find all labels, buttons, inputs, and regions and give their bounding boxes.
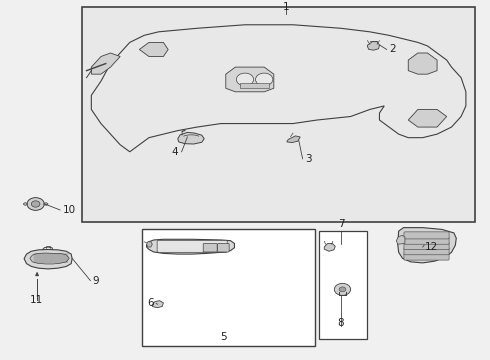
Text: 11: 11	[29, 295, 43, 305]
Bar	[142, 229, 315, 346]
Text: 3: 3	[305, 154, 312, 164]
FancyBboxPatch shape	[240, 83, 269, 88]
Polygon shape	[23, 203, 28, 206]
Polygon shape	[43, 203, 48, 206]
Circle shape	[334, 283, 351, 295]
Polygon shape	[226, 67, 274, 92]
Circle shape	[236, 73, 254, 86]
Polygon shape	[91, 53, 120, 74]
FancyBboxPatch shape	[404, 232, 449, 239]
Circle shape	[256, 73, 273, 86]
Polygon shape	[368, 42, 379, 50]
FancyBboxPatch shape	[157, 240, 227, 252]
Polygon shape	[24, 249, 72, 269]
FancyBboxPatch shape	[404, 248, 449, 255]
Text: 2: 2	[389, 45, 396, 54]
Text: 8: 8	[338, 318, 344, 328]
Text: 5: 5	[220, 332, 227, 342]
Polygon shape	[91, 25, 466, 152]
Polygon shape	[287, 136, 300, 143]
Polygon shape	[398, 228, 456, 263]
FancyBboxPatch shape	[404, 253, 449, 260]
Text: 4: 4	[171, 147, 178, 157]
Text: 6: 6	[147, 298, 154, 309]
Bar	[319, 231, 368, 339]
Circle shape	[27, 198, 44, 210]
Text: 12: 12	[425, 242, 439, 252]
FancyBboxPatch shape	[218, 243, 229, 252]
FancyBboxPatch shape	[404, 237, 449, 244]
Polygon shape	[139, 42, 168, 57]
Text: 9: 9	[93, 275, 99, 285]
Polygon shape	[147, 242, 152, 247]
Circle shape	[31, 201, 40, 207]
Polygon shape	[178, 132, 204, 144]
FancyBboxPatch shape	[404, 242, 449, 249]
Bar	[82, 7, 475, 222]
Circle shape	[339, 287, 346, 292]
Polygon shape	[408, 53, 437, 74]
Text: 10: 10	[63, 205, 75, 215]
Polygon shape	[396, 235, 405, 244]
Polygon shape	[147, 239, 234, 254]
Polygon shape	[408, 109, 447, 127]
Text: 7: 7	[338, 219, 344, 229]
Polygon shape	[324, 243, 335, 251]
Polygon shape	[30, 253, 69, 264]
Text: 1: 1	[283, 3, 289, 12]
FancyBboxPatch shape	[203, 243, 217, 252]
Polygon shape	[152, 301, 163, 308]
